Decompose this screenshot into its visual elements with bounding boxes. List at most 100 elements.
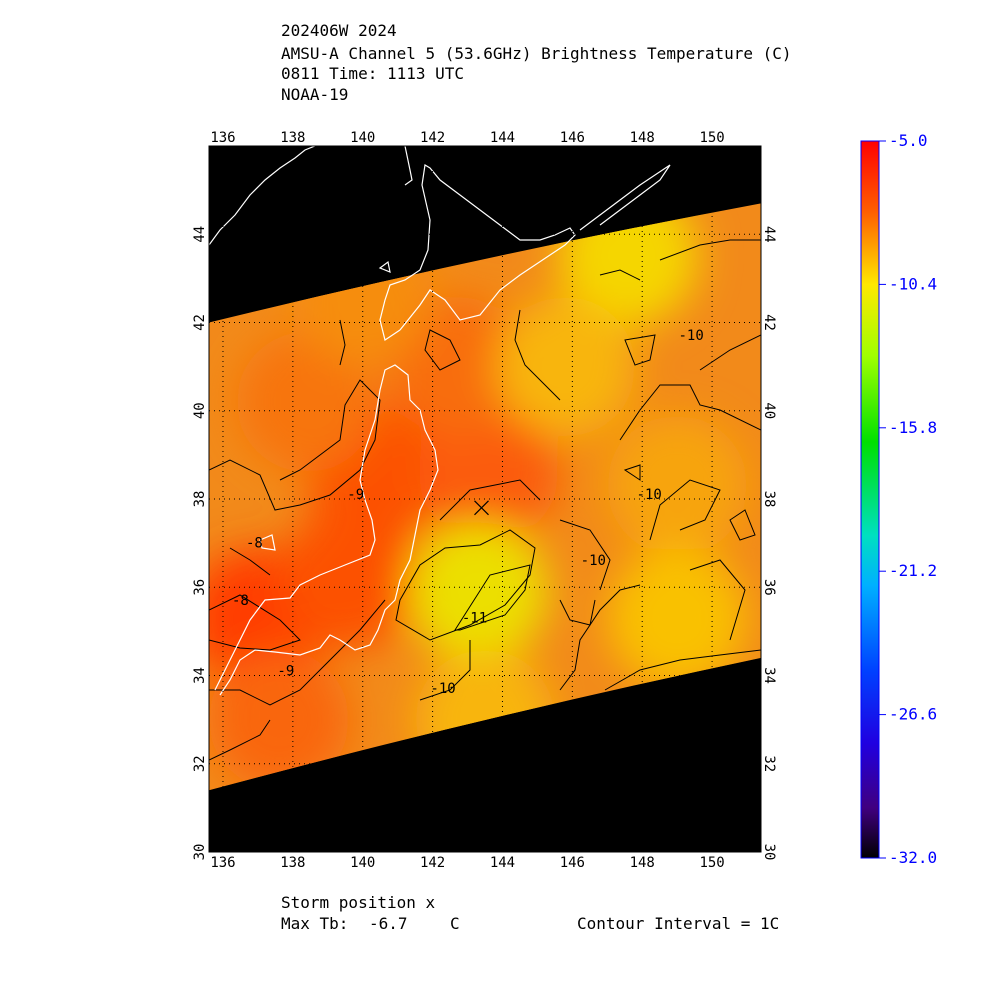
contour-line [649,479,721,541]
x-tick-label-top: 136 [210,130,235,146]
x-tick-label-top: 146 [560,130,585,146]
lat-lon-grid [209,146,761,852]
header-line-2: AMSU-A Channel 5 (53.6GHz) Brightness Te… [281,44,792,63]
y-tick-label-right: 34 [761,667,777,684]
x-tick-label-top: 150 [699,130,724,146]
max-tb-value: -6.7 [369,914,408,933]
contour-line [624,334,656,366]
coastline-asia [209,146,316,246]
contour-line [424,329,461,371]
colorbar-tick-label: -21.2 [889,561,937,580]
max-tb-unit: C [450,914,460,933]
x-tick-label-bottom: 144 [490,855,515,871]
colorbar-tick-label: -26.6 [889,705,937,724]
contour-line [229,547,271,576]
y-tick-label-right: 42 [761,314,777,331]
y-tick-label-left: 40 [192,402,208,419]
x-tick-label-top: 148 [630,130,655,146]
contour-label: -10 [581,553,606,569]
x-tick-label-bottom: 142 [420,855,445,871]
contour-label: -8 [232,593,249,609]
field-point [209,649,349,790]
header-line-3: 0811 Time: 1113 UTC [281,64,465,83]
y-tick-label-right: 40 [761,402,777,419]
y-tick-label-right: 38 [761,491,777,508]
max-tb-label: Max Tb: [281,914,349,933]
y-tick-label-left: 34 [192,667,208,684]
colorbar [860,140,880,859]
contour-lines [209,239,761,761]
coastline-kurils [579,164,671,231]
y-tick-label-left: 42 [192,314,208,331]
header-line-4: NOAA-19 [281,85,349,104]
contour-line [623,464,641,481]
contour-line [559,599,596,626]
contour-label: -10 [678,328,703,344]
contour-line [729,509,756,541]
x-tick-label-bottom: 148 [630,855,655,871]
y-tick-label-right: 32 [761,755,777,772]
coastline-islands [378,260,391,273]
coastlines [209,146,671,696]
contour-line [209,594,301,651]
contour-line [514,309,561,401]
field-point [607,548,748,689]
contour-line [619,384,761,441]
x-tick-label-top: 144 [490,130,515,146]
contour-interval-label: Contour Interval = 1C [577,914,780,933]
colorbar-tick-label: -5.0 [889,131,928,150]
y-tick-label-right: 36 [761,579,777,596]
y-tick-label-left: 32 [192,755,208,772]
contour-line [699,334,761,371]
x-tick-label-bottom: 140 [350,855,375,871]
coastline-hokkaido [379,164,576,341]
contour-label: -10 [430,681,455,697]
contour-line [454,564,531,631]
y-tick-label-left: 44 [192,226,208,243]
storm-position-marker [474,500,489,516]
contour-line [659,239,761,261]
y-tick-label-right: 30 [761,844,777,861]
contour-line [419,640,471,701]
colorbar-tick-label: -15.8 [889,418,937,437]
field-point [607,415,748,556]
storm-x-mark [474,500,489,516]
x-tick-label-top: 140 [350,130,375,146]
coastline-japan [214,364,439,696]
colorbar-ticks: -5.0 -10.4 -15.8 -21.2 -26.6 -32.0 [879,131,937,867]
contour-line [209,379,381,511]
x-tick-label-bottom: 150 [699,855,724,871]
contour-label: -9 [277,664,294,680]
tick-labels: 136 136 138 138 140 140 142 142 144 144 146 146 148 1… [192,130,777,871]
y-tick-label-left: 30 [192,844,208,861]
contour-line [339,319,346,366]
y-tick-label-left: 38 [192,491,208,508]
contour-line [604,649,761,691]
contour-label: -10 [637,487,662,503]
x-tick-label-bottom: 146 [560,855,585,871]
y-tick-label-left: 36 [192,579,208,596]
storm-position-label: Storm position x [281,893,436,912]
contour-line [209,599,386,706]
field-point [495,296,636,437]
contour-line [439,479,541,521]
coastline-islands [259,534,276,551]
x-tick-label-bottom: 138 [280,855,305,871]
colorbar-tick-label: -32.0 [889,848,937,867]
contour-label: -8 [246,536,263,552]
x-tick-label-top: 138 [280,130,305,146]
header-line-1: 202406W 2024 [281,21,397,40]
x-tick-label-bottom: 136 [210,855,235,871]
contour-label: -9 [347,487,364,503]
field-point [236,331,377,472]
field-point [418,402,559,543]
contour-line [209,719,271,761]
contour-label: -11 [462,611,487,627]
contour-line [689,559,746,641]
map-frame [208,145,762,853]
colorbar-tick-label: -10.4 [889,274,937,293]
y-tick-label-right: 44 [761,226,777,243]
contour-line [559,519,611,591]
coastline-sakhalin [404,146,413,186]
